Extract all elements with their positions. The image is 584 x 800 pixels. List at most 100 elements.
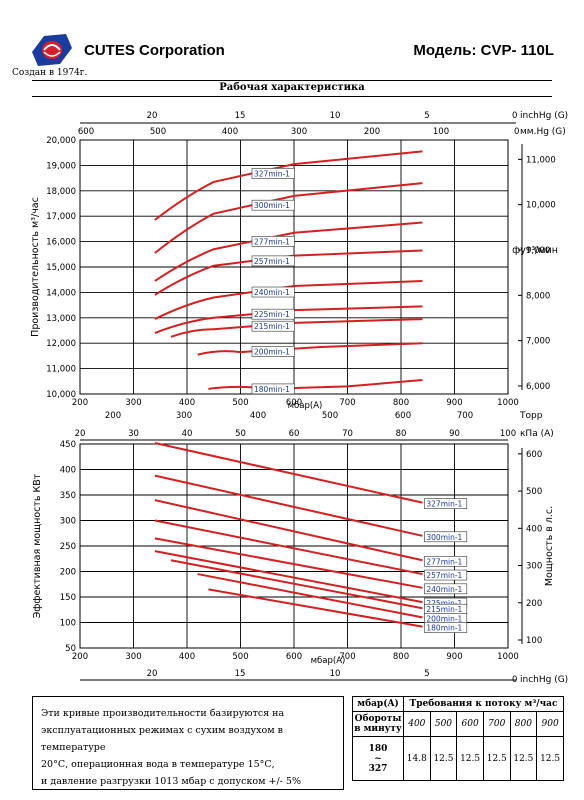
- x-tick-label: 600: [286, 652, 302, 662]
- table-pressure-cell: 400: [403, 711, 431, 737]
- top-axis-mmhg-tick: 200: [364, 127, 380, 137]
- x-tick-label: 800: [393, 398, 409, 408]
- series-label: 257min-1: [254, 257, 290, 266]
- y-axis-label: Эффективная мощность КВт: [32, 473, 43, 618]
- kpa-tick: 100: [500, 429, 516, 439]
- top-axis-mmhg-tick: 400: [222, 127, 238, 137]
- kpa-tick: 30: [128, 429, 139, 439]
- series-label-box: [251, 286, 295, 298]
- series-line: [154, 499, 423, 562]
- top-axis-mmhg-tick: 600: [78, 127, 94, 137]
- right-tick-label: 100: [526, 636, 542, 646]
- series-label-box: [251, 383, 295, 395]
- series-label: 180min-1: [426, 624, 462, 633]
- series-line: [154, 537, 423, 589]
- right-tick-label: 10,000: [526, 201, 556, 211]
- series-label-box: [424, 555, 468, 567]
- x-tick-label: 300: [125, 652, 141, 662]
- table-value-cell: 12.5: [429, 736, 458, 781]
- x-tick-label: 400: [179, 652, 195, 662]
- top-axis-mmhg-tick: 100: [433, 127, 449, 137]
- series-label: 327min-1: [254, 169, 290, 178]
- cutes-globe-logo-icon: [32, 34, 72, 66]
- x-tick-label: 300: [125, 398, 141, 408]
- table-value-cell: 12.5: [509, 736, 538, 781]
- torr-tick: 700: [457, 411, 473, 421]
- table-value-cell: 12.5: [482, 736, 511, 781]
- note-box: Эти кривые производительности базируются…: [32, 696, 344, 790]
- x-tick-label: 1000: [497, 398, 519, 408]
- y-tick-label: 100: [60, 619, 76, 629]
- series-label-box: [424, 622, 468, 633]
- y-tick-label: 20,000: [46, 136, 76, 146]
- y-tick-label: 19,000: [46, 161, 76, 171]
- founded-text: Создан в 1974г.: [12, 68, 88, 78]
- series-label: 257min-1: [426, 571, 462, 580]
- right-tick-label: 600: [526, 450, 542, 460]
- y-axis-label-right: Мощность в л.с.: [544, 506, 555, 586]
- kpa-tick: 50: [235, 429, 246, 439]
- y-tick-label: 450: [60, 440, 76, 450]
- x-tick-label: 800: [393, 652, 409, 662]
- y-tick-label: 300: [60, 517, 76, 527]
- series-label: 327min-1: [426, 500, 462, 509]
- right-tick-label: 8,000: [526, 291, 550, 301]
- y-tick-label: 12,000: [46, 339, 76, 349]
- torr-tick: 300: [176, 411, 192, 421]
- y-tick-label: 400: [60, 466, 76, 476]
- series-line: [208, 379, 423, 390]
- y-tick-label: 350: [60, 491, 76, 501]
- top-axis-inhg-zero: 0: [512, 111, 517, 121]
- top-axis-inhg-tick: 20: [147, 111, 158, 121]
- series-label-box: [424, 498, 468, 509]
- torr-label: Торр: [519, 411, 543, 421]
- series-label: 215min-1: [254, 322, 290, 331]
- x-tick-label: 500: [232, 398, 248, 408]
- y-tick-label: 15,000: [46, 263, 76, 273]
- table-pressure-cell: 600: [456, 711, 484, 737]
- top-axis-mmhg-tick: 0: [514, 127, 519, 137]
- series-line: [154, 550, 423, 604]
- right-tick-label: 6,000: [526, 382, 550, 392]
- series-label-box: [251, 199, 295, 211]
- series-label-box: [251, 236, 295, 247]
- top-axis-mmhg-label: мм.Hg (G): [520, 127, 566, 137]
- series-line: [154, 519, 423, 576]
- top-axis-inhg-label: inchHg (G): [520, 111, 568, 121]
- note-line: и давление разгрузки 1013 мбар с допуско…: [41, 776, 301, 787]
- top-axis-inhg-tick: 10: [330, 111, 341, 121]
- series-label: 200min-1: [426, 614, 462, 623]
- torr-tick: 200: [105, 411, 121, 421]
- series-label: 180min-1: [254, 385, 290, 394]
- series-line: [170, 318, 423, 338]
- series-label: 300min-1: [426, 533, 462, 542]
- series-label: 225min-1: [254, 310, 290, 319]
- series-label-box: [424, 531, 468, 543]
- note-line: Эти кривые производительности базируются…: [41, 708, 285, 719]
- header-divider-bottom: [32, 96, 552, 97]
- x-tick-label: 400: [179, 398, 195, 408]
- x-tick-label: 700: [339, 652, 355, 662]
- right-tick-label: 300: [526, 562, 542, 572]
- series-label-box: [424, 569, 468, 581]
- y-tick-label: 150: [60, 593, 76, 603]
- series-line: [154, 474, 423, 537]
- speed-sep: ~: [374, 753, 382, 764]
- model-name: Модель: CVP- 110L: [413, 42, 554, 59]
- x-tick-label: 1000: [497, 652, 519, 662]
- torr-tick: 400: [250, 411, 266, 421]
- series-label-box: [251, 308, 295, 320]
- top-axis-inhg-tick: 5: [424, 111, 429, 121]
- series-label: 225min-1: [426, 599, 462, 608]
- header-divider-top: [32, 80, 552, 81]
- y-tick-label: 11,000: [46, 365, 76, 375]
- x-axis-label: мбар(A): [288, 401, 323, 411]
- torr-tick: 600: [395, 411, 411, 421]
- x-tick-label: 900: [446, 652, 462, 662]
- y-tick-label: 14,000: [46, 288, 76, 298]
- speed-min: 180: [368, 743, 388, 754]
- series-label: 277min-1: [254, 237, 290, 246]
- kpa-tick: 90: [449, 429, 460, 439]
- series-label: 215min-1: [426, 605, 462, 614]
- series-line: [197, 342, 423, 356]
